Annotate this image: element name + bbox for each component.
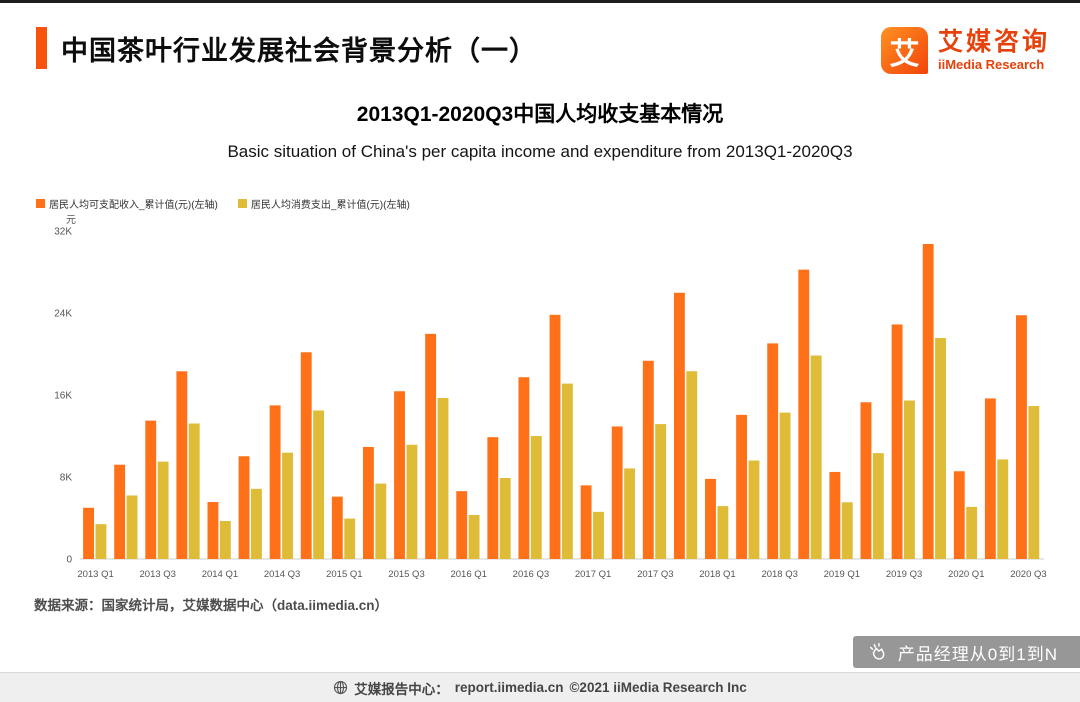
svg-text:2018 Q3: 2018 Q3 bbox=[761, 569, 797, 580]
svg-text:0: 0 bbox=[66, 555, 72, 566]
brand-name-cn: 艾媒咨询 bbox=[937, 27, 1050, 56]
svg-text:2014 Q1: 2014 Q1 bbox=[202, 569, 238, 580]
bottom-row: 数据来源：国家统计局，艾媒数据中心（data.iimedia.cn） bbox=[0, 594, 1080, 614]
data-source-note: 数据来源：国家统计局，艾媒数据中心（data.iimedia.cn） bbox=[34, 598, 389, 613]
svg-text:16K: 16K bbox=[54, 391, 72, 402]
svg-text:2015 Q3: 2015 Q3 bbox=[388, 569, 424, 580]
iimedia-logo-icon: 艾 bbox=[880, 27, 928, 74]
svg-text:32K: 32K bbox=[54, 227, 72, 238]
chart-title-cn: 2013Q1-2020Q3中国人均收支基本情况 bbox=[356, 103, 724, 126]
legend-item-income: 居民人均可支配收入_累计值(元)(左轴) bbox=[36, 196, 218, 211]
svg-text:2019 Q3: 2019 Q3 bbox=[886, 569, 922, 580]
legend-label-expenditure: 居民人均消费支出_累计值(元)(左轴) bbox=[250, 200, 410, 211]
income-swatch bbox=[36, 199, 45, 208]
chart-title-en: Basic situation of China's per capita in… bbox=[227, 142, 853, 161]
svg-text:2015 Q1: 2015 Q1 bbox=[326, 569, 362, 580]
page-title: 中国茶叶行业发展社会背景分析（一） bbox=[61, 35, 537, 66]
svg-text:2013 Q1: 2013 Q1 bbox=[77, 569, 113, 580]
chart-legend: 居民人均可支配收入_累计值(元)(左轴) 居民人均消费支出_累计值(元)(左轴) bbox=[36, 196, 1080, 211]
watermark-text: 产品经理从0到1到N bbox=[897, 644, 1058, 664]
svg-text:8K: 8K bbox=[60, 473, 73, 484]
svg-text:2018 Q1: 2018 Q1 bbox=[699, 569, 735, 580]
svg-text:元: 元 bbox=[66, 215, 76, 226]
svg-text:2014 Q3: 2014 Q3 bbox=[264, 569, 300, 580]
svg-text:2017 Q3: 2017 Q3 bbox=[637, 569, 673, 580]
footer-copyright: ©2021 iiMedia Research Inc bbox=[569, 680, 747, 695]
svg-text:2017 Q1: 2017 Q1 bbox=[575, 569, 611, 580]
expenditure-swatch bbox=[237, 199, 247, 208]
legend-label-income: 居民人均可支配收入_累计值(元)(左轴) bbox=[49, 200, 218, 211]
svg-text:2020 Q1: 2020 Q1 bbox=[948, 569, 984, 580]
brand-name-en: iiMedia Research bbox=[937, 57, 1045, 73]
svg-text:2016 Q1: 2016 Q1 bbox=[450, 569, 486, 580]
svg-text:24K: 24K bbox=[54, 309, 72, 320]
svg-text:2020 Q3: 2020 Q3 bbox=[1010, 569, 1046, 580]
svg-text:2019 Q1: 2019 Q1 bbox=[824, 569, 860, 580]
footer-label: 艾媒报告中心： bbox=[354, 681, 449, 697]
iimedia-logo: 艾 艾媒咨询 iiMedia Research bbox=[880, 27, 1050, 74]
watermark-badge: 产品经理从0到1到N bbox=[852, 636, 1080, 668]
chart-area: 元 0 8K 16K 24K 32K 2013 Q1 2013 Q3 2014 Q1 2014 Q… bbox=[28, 213, 1052, 590]
income-expenditure-bar-chart: 元 0 8K 16K 24K 32K 2013 Q1 2013 Q3 2014 Q1 2014 Q… bbox=[54, 215, 1046, 580]
header: 中国茶叶行业发展社会背景分析（一） 艾 艾媒咨询 iiMedia Researc… bbox=[0, 3, 1080, 74]
iimedia-logo-text: 艾媒咨询 iiMedia Research bbox=[937, 27, 1050, 73]
legend-item-expenditure: 居民人均消费支出_累计值(元)(左轴) bbox=[237, 196, 410, 211]
svg-text:2013 Q3: 2013 Q3 bbox=[140, 569, 176, 580]
accent-bar bbox=[36, 27, 47, 69]
title-wrap: 中国茶叶行业发展社会背景分析（一） bbox=[36, 27, 537, 69]
report-center-icon bbox=[334, 680, 348, 695]
footer-bar: 艾媒报告中心： report.iimedia.cn ©2021 iiMedia … bbox=[0, 672, 1080, 702]
clap-hands-icon bbox=[869, 643, 885, 660]
footer-link[interactable]: report.iimedia.cn bbox=[454, 680, 564, 695]
svg-text:2016 Q3: 2016 Q3 bbox=[513, 569, 549, 580]
